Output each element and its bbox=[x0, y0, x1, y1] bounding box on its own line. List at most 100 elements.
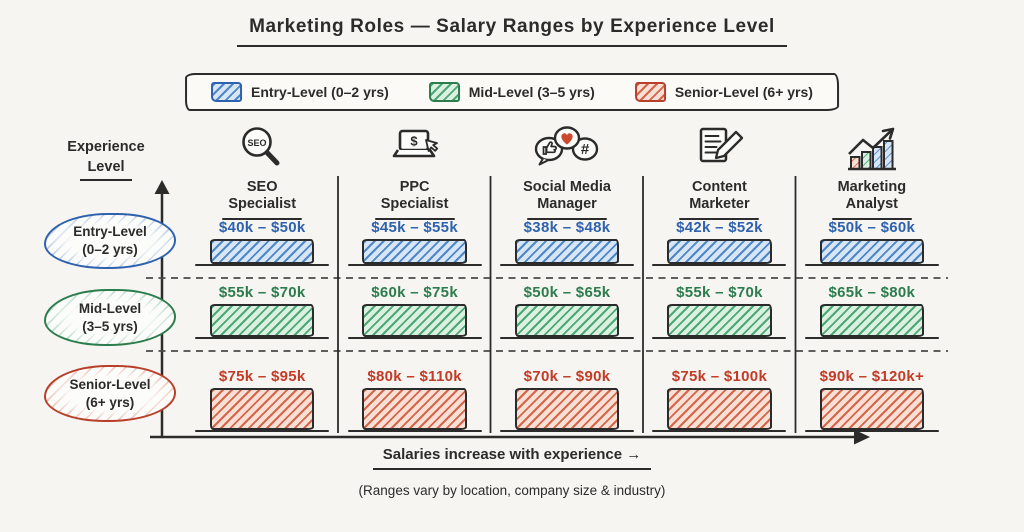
column-header-ppc-specialist: $ PPC Specialist bbox=[338, 119, 490, 221]
column-name-line2: Manager bbox=[537, 196, 597, 213]
laptop-dollar-cursor-icon: $ bbox=[388, 119, 442, 175]
column-header-seo-specialist: SEO SEO Specialist bbox=[186, 119, 338, 221]
column-header-marketing-analyst: Marketing Analyst bbox=[796, 119, 948, 221]
mid-level-row: $55k – $70k $60k – $75k $50k – $65k $55k… bbox=[186, 278, 948, 351]
column-headers: SEO SEO Specialist $ PPC Sp bbox=[186, 119, 948, 221]
salary-range-value: $70k – $90k bbox=[523, 367, 611, 385]
salary-range-value: $75k – $100k bbox=[671, 367, 768, 385]
bar-baseline bbox=[652, 429, 787, 432]
column-name: Social Media Manager bbox=[523, 179, 611, 213]
row-label-mid-line2: (3–5 yrs) bbox=[82, 318, 138, 334]
cell-entry-social: $38k – $48k bbox=[491, 215, 643, 278]
bar-baseline bbox=[195, 263, 330, 266]
cell-mid-ppc: $60k – $75k bbox=[338, 278, 490, 351]
salary-bar-mid bbox=[209, 303, 315, 337]
column-name-line1: Marketing bbox=[837, 179, 907, 195]
cell-entry-content: $42k – $52k bbox=[643, 215, 795, 278]
salary-bar-mid bbox=[819, 303, 925, 337]
column-name-underline bbox=[679, 218, 760, 221]
legend: Entry-Level (0–2 yrs) Mid-Level (3–5 yrs… bbox=[185, 73, 839, 111]
salary-range-value: $50k – $60k bbox=[828, 218, 916, 236]
salary-range-value: $50k – $65k bbox=[523, 283, 611, 301]
salary-range-value: $90k – $120k+ bbox=[819, 367, 925, 385]
y-axis-title-line1: Experience bbox=[67, 139, 145, 155]
bar-baseline bbox=[347, 263, 482, 266]
cell-mid-seo: $55k – $70k bbox=[186, 278, 338, 351]
column-name-underline bbox=[527, 218, 608, 221]
bar-chart-arrow-icon bbox=[843, 119, 901, 175]
salary-bar-senior bbox=[362, 387, 467, 430]
salary-grid: $40k – $50k $45k – $55k $38k – $48k $42k… bbox=[186, 215, 948, 435]
page-title: Marketing Roles — Salary Ranges by Exper… bbox=[237, 16, 787, 47]
hashtag-icon-text: # bbox=[581, 141, 590, 158]
bar-baseline bbox=[804, 336, 939, 339]
salary-bar-entry bbox=[209, 238, 315, 264]
cell-mid-social: $50k – $65k bbox=[491, 278, 643, 351]
column-name-line2: Specialist bbox=[228, 196, 297, 213]
row-label-senior-line2: (6+ yrs) bbox=[85, 394, 135, 410]
column-name: SEO Specialist bbox=[228, 179, 296, 213]
legend-item-entry: Entry-Level (0–2 yrs) bbox=[211, 82, 389, 102]
column-name-line1: Content bbox=[692, 179, 747, 195]
row-label-entry-level: Entry-Level (0–2 yrs) bbox=[44, 213, 176, 269]
salary-bar-entry bbox=[819, 238, 925, 264]
bar-baseline bbox=[347, 429, 482, 432]
mid-level-swatch-icon bbox=[428, 82, 460, 102]
bar-baseline bbox=[499, 336, 635, 339]
column-header-content-marketer: Content Marketer bbox=[643, 119, 795, 221]
legend-item-senior: Senior-Level (6+ yrs) bbox=[634, 82, 813, 102]
entry-level-row: $40k – $50k $45k – $55k $38k – $48k $42k… bbox=[186, 215, 948, 278]
cell-senior-content: $75k – $100k bbox=[643, 351, 795, 435]
column-name-line2: Specialist bbox=[380, 196, 449, 213]
column-name: Marketing Analyst bbox=[838, 179, 907, 213]
bar-baseline bbox=[195, 429, 330, 432]
column-name-line1: Social Media bbox=[523, 179, 611, 195]
legend-label-mid: Mid-Level (3–5 yrs) bbox=[468, 84, 595, 100]
salary-bar-entry bbox=[362, 238, 467, 264]
salary-bar-mid bbox=[667, 303, 772, 337]
salary-range-value: $42k – $52k bbox=[676, 218, 763, 236]
x-axis-title-wrap: Salaries increase with experience → bbox=[0, 446, 1024, 470]
row-label-mid-line1: Mid-Level bbox=[78, 300, 142, 316]
column-name-underline bbox=[222, 218, 303, 221]
salary-range-value: $40k – $50k bbox=[218, 218, 306, 236]
x-axis-title: Salaries increase with experience → bbox=[372, 446, 652, 470]
cell-entry-ppc: $45k – $55k bbox=[338, 215, 490, 278]
row-label-entry-line1: Entry-Level bbox=[73, 224, 147, 240]
cell-mid-content: $55k – $70k bbox=[643, 278, 795, 351]
cell-mid-analyst: $65k – $80k bbox=[796, 278, 948, 351]
y-axis-title: Experience Level bbox=[48, 138, 164, 182]
column-name-underline bbox=[374, 218, 455, 221]
salary-range-value: $55k – $70k bbox=[676, 283, 763, 301]
bar-baseline bbox=[652, 263, 787, 266]
salary-bar-mid bbox=[362, 303, 467, 337]
bar-baseline bbox=[499, 429, 635, 432]
page-title-wrap: Marketing Roles — Salary Ranges by Exper… bbox=[0, 16, 1024, 47]
column-name-line2: Analyst bbox=[845, 196, 899, 213]
salary-bar-mid bbox=[514, 303, 620, 337]
cell-entry-seo: $40k – $50k bbox=[186, 215, 338, 278]
row-label-entry-line2: (0–2 yrs) bbox=[82, 242, 138, 257]
bar-baseline bbox=[195, 336, 330, 339]
y-axis-title-line2: Level bbox=[80, 158, 132, 182]
salary-bar-senior bbox=[667, 387, 772, 430]
bar-baseline bbox=[499, 263, 635, 266]
column-name-line2: Marketer bbox=[689, 196, 750, 213]
legend-label-senior: Senior-Level (6+ yrs) bbox=[674, 84, 813, 100]
column-name-line1: SEO bbox=[246, 179, 278, 195]
legend-item-mid: Mid-Level (3–5 yrs) bbox=[428, 82, 595, 102]
seo-magnifier-icon: SEO bbox=[236, 119, 288, 175]
cell-senior-ppc: $80k – $110k bbox=[338, 351, 490, 435]
legend-label-entry: Entry-Level (0–2 yrs) bbox=[251, 84, 389, 100]
salary-bar-senior bbox=[209, 387, 315, 430]
dollar-icon-text: $ bbox=[410, 134, 418, 149]
salary-bar-senior bbox=[819, 387, 925, 430]
bar-baseline bbox=[804, 263, 939, 266]
salary-range-value: $55k – $70k bbox=[218, 283, 306, 301]
column-name-line1: PPC bbox=[399, 179, 430, 195]
bar-baseline bbox=[804, 429, 939, 432]
salary-bar-entry bbox=[667, 238, 772, 264]
senior-level-swatch-icon bbox=[634, 82, 666, 102]
column-name-underline bbox=[831, 218, 912, 221]
